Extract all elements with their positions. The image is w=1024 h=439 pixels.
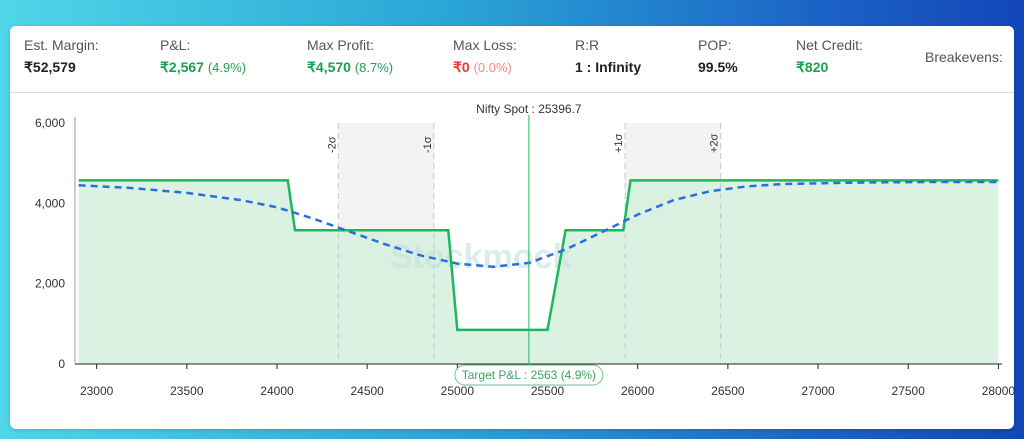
- max-profit-percent: (8.7%): [354, 60, 394, 75]
- pnl-value: ₹2,567: [160, 59, 204, 75]
- max-loss-value-row: ₹0 (0.0%): [453, 58, 517, 77]
- net-credit-value: ₹820: [796, 59, 829, 75]
- max-profit-value: ₹4,570: [307, 59, 351, 75]
- target-pnl-label: Target P&L : 2563 (4.9%): [462, 368, 596, 382]
- y-tick-label-2: 4,000: [35, 196, 65, 210]
- x-tick-label-1: 23500: [170, 384, 204, 398]
- sigma-label-3: +1σ: [613, 133, 625, 153]
- max-loss-label: Max Loss:: [453, 37, 517, 53]
- sigma-label-4: +2σ: [709, 133, 721, 153]
- x-tick-label-9: 27500: [892, 384, 926, 398]
- x-tick-label-7: 26500: [711, 384, 745, 398]
- pnl-label: P&L:: [160, 37, 191, 53]
- x-tick-label-10: 28000: [982, 384, 1014, 398]
- x-tick-label-5: 25500: [531, 384, 565, 398]
- rr-stat: R:R 1 : Infinity: [575, 36, 641, 76]
- pop-label: POP:: [698, 37, 732, 53]
- est-margin-label: Est. Margin:: [24, 37, 99, 53]
- x-tick-label-3: 24500: [350, 384, 384, 398]
- payoff-card: Est. Margin: ₹52,579 P&L: ₹2,567 (4.9%) …: [10, 26, 1014, 429]
- rr-label: R:R: [575, 37, 600, 53]
- payoff-chart: Stockmock -2σ -1σ +1σ +2σ 0 2,000 4,000 6,000 230…: [35, 102, 1014, 398]
- pnl-value-row: ₹2,567 (4.9%): [160, 58, 246, 77]
- max-profit-stat: Max Profit: ₹4,570 (8.7%): [307, 36, 393, 77]
- net-credit-stat: Net Credit: ₹820: [796, 36, 863, 76]
- x-tick-label-8: 27000: [801, 384, 835, 398]
- pop-value: 99.5%: [698, 59, 738, 75]
- target-pnl-curve: [78, 180, 999, 269]
- breakevens-label: Breakevens:: [925, 49, 1003, 65]
- spot-label: Nifty Spot : 25396.7: [476, 102, 582, 116]
- breakevens-stat: Breakevens:: [925, 48, 1003, 66]
- x-tick-label-0: 23000: [80, 384, 114, 398]
- sigma-label-2: -1σ: [422, 136, 434, 153]
- y-tick-label-3: 6,000: [35, 116, 65, 130]
- x-tick-label-6: 26000: [621, 384, 655, 398]
- est-margin-stat: Est. Margin: ₹52,579: [24, 36, 99, 76]
- watermark-logo: Stockmock: [390, 238, 571, 276]
- max-profit-label: Max Profit:: [307, 37, 374, 53]
- est-margin-value: ₹52,579: [24, 59, 76, 75]
- max-loss-percent: (0.0%): [473, 60, 512, 75]
- max-loss-stat: Max Loss: ₹0 (0.0%): [453, 36, 517, 77]
- x-tick-label-4: 25000: [441, 384, 475, 398]
- payoff-line: [78, 179, 999, 332]
- pop-stat: POP: 99.5%: [698, 36, 738, 76]
- rr-value: 1 : Infinity: [575, 59, 642, 75]
- max-profit-value-row: ₹4,570 (8.7%): [307, 58, 393, 77]
- sigma-label-1: -2σ: [326, 136, 338, 153]
- stats-bar: Est. Margin: ₹52,579 P&L: ₹2,567 (4.9%) …: [10, 26, 1014, 93]
- net-credit-label: Net Credit:: [796, 37, 863, 53]
- max-loss-value: ₹0: [453, 59, 470, 75]
- y-tick-label-0: 0: [58, 357, 65, 371]
- pnl-percent: (4.9%): [207, 60, 247, 75]
- x-tick-label-2: 24000: [260, 384, 294, 398]
- payoff-area: [78, 180, 999, 364]
- pnl-stat: P&L: ₹2,567 (4.9%): [160, 36, 246, 77]
- y-tick-label-1: 2,000: [35, 277, 65, 291]
- target-pnl-pill: [454, 364, 604, 386]
